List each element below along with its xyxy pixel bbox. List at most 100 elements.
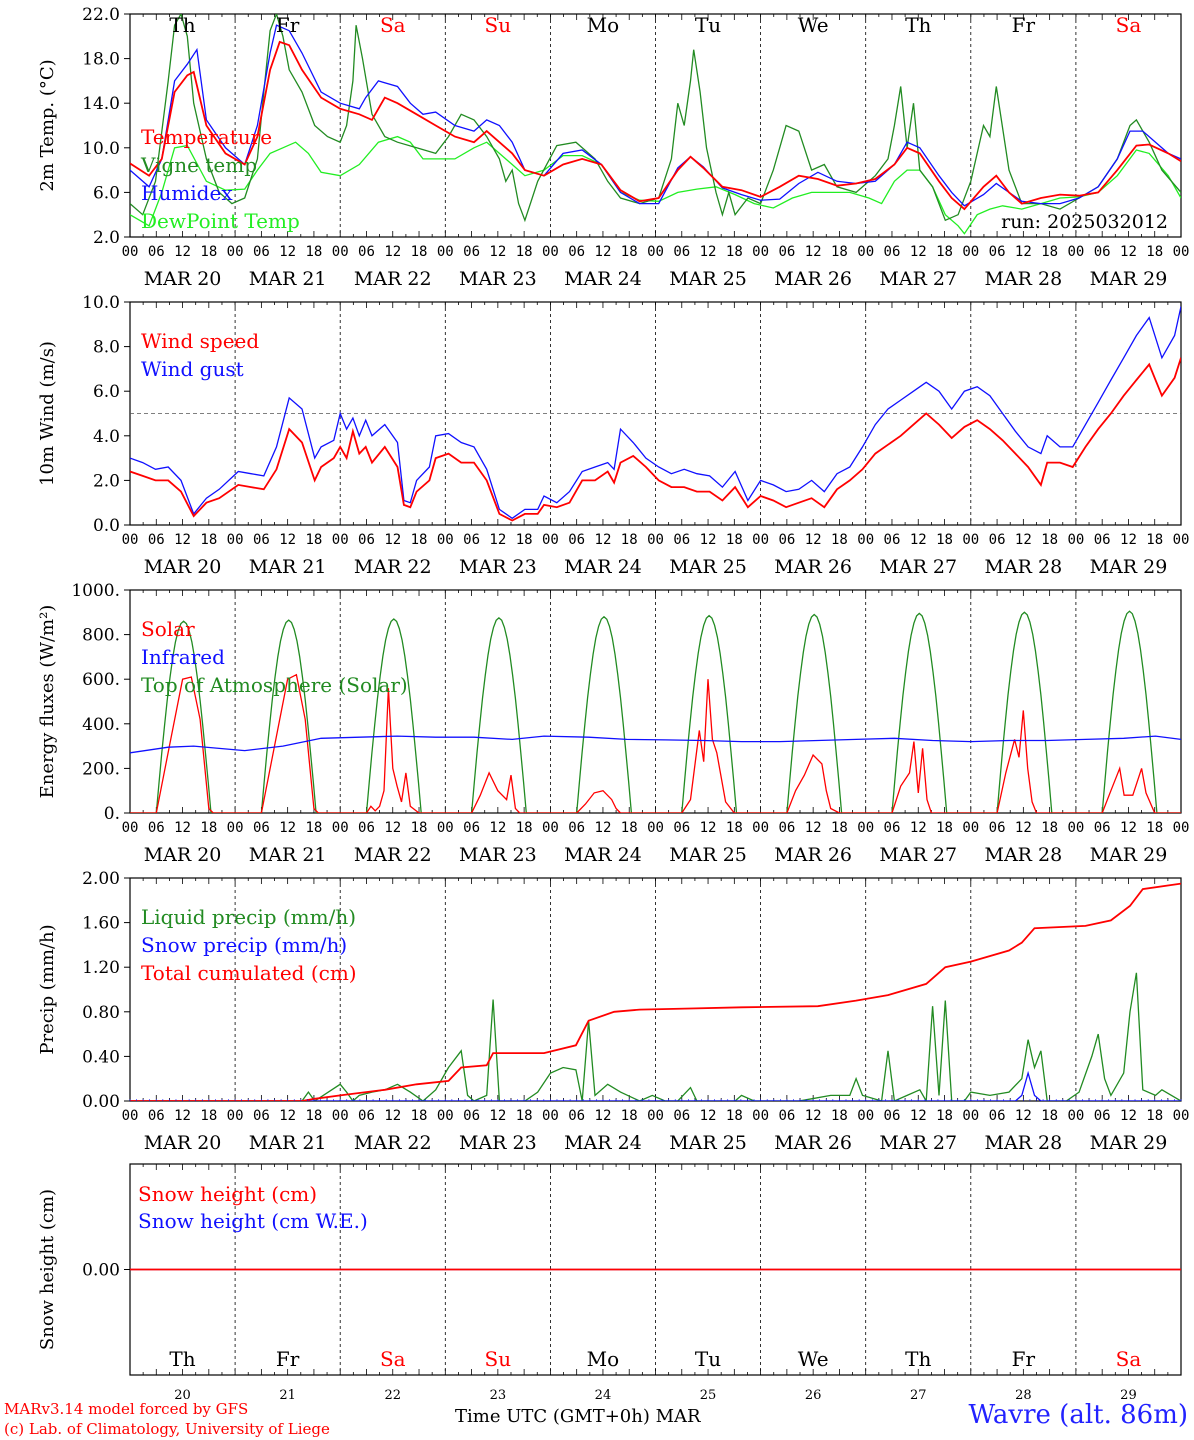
hour-tick-label: 00 xyxy=(542,244,559,260)
date-label: MAR 20 xyxy=(144,844,222,866)
date-label: MAR 29 xyxy=(1090,844,1168,866)
y-tick-label: 2.00 xyxy=(82,869,120,889)
day-number: 27 xyxy=(910,1388,927,1403)
legend-wind-gust: Wind gust xyxy=(141,357,244,381)
hour-tick-label: 06 xyxy=(673,1108,690,1124)
y-tick-label: 600. xyxy=(82,670,120,690)
hour-tick-label: 00 xyxy=(1067,1108,1084,1124)
hour-tick-label: 18 xyxy=(1146,820,1163,836)
hour-tick-label: 12 xyxy=(489,244,506,260)
y-tick-label: 200. xyxy=(82,759,120,779)
hour-tick-label: 12 xyxy=(700,820,717,836)
hour-tick-label: 00 xyxy=(1173,1108,1190,1124)
day-name: Th xyxy=(905,1347,931,1371)
hour-tick-label: 00 xyxy=(1173,244,1190,260)
hour-tick-label: 18 xyxy=(726,532,743,548)
hour-tick-label: 00 xyxy=(437,244,454,260)
hour-tick-label: 00 xyxy=(752,244,769,260)
hour-tick-label: 00 xyxy=(857,244,874,260)
day-number: 20 xyxy=(174,1388,191,1403)
date-label: MAR 24 xyxy=(564,268,642,290)
hour-tick-label: 06 xyxy=(778,244,795,260)
hour-tick-label: 06 xyxy=(673,820,690,836)
hour-tick-label: 18 xyxy=(1146,1108,1163,1124)
day-name: Sa xyxy=(1116,13,1142,37)
hour-tick-label: 12 xyxy=(384,1108,401,1124)
y-tick-label: 10.0 xyxy=(82,139,120,159)
date-label: MAR 25 xyxy=(669,1132,747,1154)
hour-tick-label: 00 xyxy=(962,244,979,260)
hour-tick-label: 00 xyxy=(437,1108,454,1124)
credit-line-1: MARv3.14 model forced by GFS xyxy=(4,1400,249,1418)
hour-tick-label: 18 xyxy=(305,244,322,260)
date-label: MAR 26 xyxy=(774,268,852,290)
y-tick-label: 4.0 xyxy=(93,427,120,447)
hour-tick-label: 12 xyxy=(805,1108,822,1124)
day-name: Mo xyxy=(587,1347,620,1371)
series-vigne-temp xyxy=(130,14,1181,223)
hour-tick-label: 00 xyxy=(647,532,664,548)
hour-tick-label: 06 xyxy=(778,820,795,836)
series-wind-gust xyxy=(130,306,1181,520)
hour-tick-label: 12 xyxy=(595,244,612,260)
series-total-cumulated-cm- xyxy=(130,882,1181,1101)
hour-tick-label: 12 xyxy=(1015,244,1032,260)
date-label: MAR 22 xyxy=(354,556,432,578)
hour-tick-label: 06 xyxy=(884,244,901,260)
hour-tick-label: 06 xyxy=(253,244,270,260)
panel-0: 2.0 6.0 10.0 14.0 18.0 22.0 2m Temp. (°C) 00 06 1… xyxy=(37,5,1189,290)
hour-tick-label: 00 xyxy=(647,820,664,836)
day-name: Su xyxy=(485,13,512,37)
hour-tick-label: 18 xyxy=(200,1108,217,1124)
day-number: 26 xyxy=(805,1388,822,1403)
hour-tick-label: 12 xyxy=(384,244,401,260)
day-number: 22 xyxy=(384,1388,401,1403)
hour-tick-label: 12 xyxy=(174,244,191,260)
hour-tick-label: 00 xyxy=(227,244,244,260)
series-snow-precip-mm-h- xyxy=(130,1070,1181,1101)
date-label: MAR 20 xyxy=(144,268,222,290)
hour-tick-label: 18 xyxy=(516,1108,533,1124)
date-label: MAR 28 xyxy=(984,268,1062,290)
hour-tick-label: 06 xyxy=(358,532,375,548)
hour-tick-label: 06 xyxy=(463,244,480,260)
y-tick-label: 10.0 xyxy=(82,293,120,313)
legend-temperature: Temperature xyxy=(141,125,272,149)
hour-tick-label: 00 xyxy=(857,1108,874,1124)
hour-tick-label: 00 xyxy=(332,1108,349,1124)
hour-tick-label: 18 xyxy=(936,532,953,548)
hour-tick-label: 18 xyxy=(1041,532,1058,548)
hour-tick-label: 12 xyxy=(384,532,401,548)
date-label: MAR 21 xyxy=(249,268,327,290)
credit-line-2: (c) Lab. of Climatology, University of L… xyxy=(4,1420,330,1438)
panel-1: 0.0 2.0 4.0 6.0 8.0 10.0 10m Wind (m/s) 00 06 12 1… xyxy=(37,293,1189,578)
hour-tick-label: 06 xyxy=(568,820,585,836)
hour-tick-label: 06 xyxy=(568,244,585,260)
panel-3: 0.00 0.40 0.80 1.20 1.60 2.00 Precip (mm/h) 00 0… xyxy=(37,869,1189,1154)
y-tick-label: 18.0 xyxy=(82,50,120,70)
y-tick-label: 1.60 xyxy=(82,914,120,934)
hour-tick-label: 00 xyxy=(1173,532,1190,548)
hour-tick-label: 06 xyxy=(253,532,270,548)
date-label: MAR 23 xyxy=(459,556,537,578)
legend-infrared: Infrared xyxy=(141,645,225,669)
hour-tick-label: 00 xyxy=(542,532,559,548)
hour-tick-label: 12 xyxy=(489,1108,506,1124)
hour-tick-label: 06 xyxy=(989,244,1006,260)
hour-tick-label: 18 xyxy=(1146,532,1163,548)
date-label: MAR 28 xyxy=(984,1132,1062,1154)
hour-tick-label: 12 xyxy=(805,244,822,260)
date-label: MAR 27 xyxy=(879,556,957,578)
date-label: MAR 27 xyxy=(879,844,957,866)
day-name: Tu xyxy=(695,13,721,37)
legend-solar: Solar xyxy=(141,617,195,641)
date-label: MAR 28 xyxy=(984,556,1062,578)
hour-tick-label: 18 xyxy=(621,244,638,260)
hour-tick-label: 12 xyxy=(700,244,717,260)
day-name: Mo xyxy=(587,13,620,37)
y-tick-label: 0. xyxy=(104,804,120,824)
hour-tick-label: 18 xyxy=(516,532,533,548)
series-temperature xyxy=(130,40,1181,211)
date-label: MAR 22 xyxy=(354,844,432,866)
